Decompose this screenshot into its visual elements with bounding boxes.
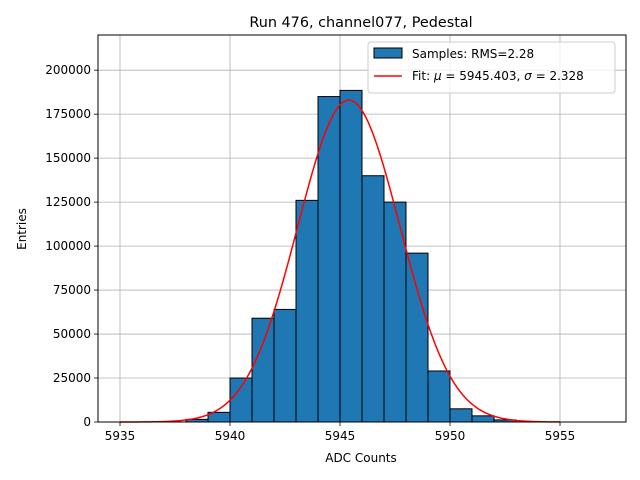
y-axis-label: Entries [15, 208, 29, 250]
y-tick-label: 125000 [45, 195, 91, 209]
histogram-bar [295, 199, 319, 423]
y-tick-label: 0 [83, 415, 91, 429]
axes [94, 34, 627, 426]
histogram-bar [273, 308, 297, 423]
y-tick-label: 50000 [53, 327, 91, 341]
y-tick-label: 25000 [53, 371, 91, 385]
histogram-bar [449, 408, 473, 423]
fit-curve-group [119, 99, 560, 423]
y-tick-label: 150000 [45, 151, 91, 165]
legend-fit-prefix: Fit: [412, 69, 434, 83]
histogram-bar [361, 175, 385, 423]
histogram-bar [251, 317, 275, 423]
legend-fit-label: Fit: μ = 5945.403, σ = 2.328 [412, 69, 584, 83]
plot-frame [97, 34, 627, 423]
histogram-bar [427, 370, 451, 423]
legend-box [367, 41, 616, 94]
x-tick-label: 5945 [325, 429, 356, 443]
legend-fit-mu-symbol: μ [433, 69, 442, 83]
histogram-bar [229, 377, 253, 423]
histogram-bar [471, 415, 495, 423]
histogram-bar [339, 89, 363, 423]
legend-samples-swatch [373, 47, 403, 59]
x-tick-label: 5955 [545, 429, 576, 443]
legend: Samples: RMS=2.28 Fit: μ = 5945.403, σ =… [367, 41, 616, 94]
histogram-bars [185, 89, 517, 423]
legend-fit-sigma-value: = 2.328 [532, 69, 584, 83]
y-tick-label: 75000 [53, 283, 91, 297]
legend-samples-label: Samples: RMS=2.28 [412, 47, 534, 61]
x-axis-label: ADC Counts [325, 451, 397, 465]
legend-fit-mu-value: = 5945.403, [442, 69, 525, 83]
x-tick-label: 5950 [435, 429, 466, 443]
tick-labels: 5935 5940 5945 5950 5955 0 25000 50000 75000 1000… [45, 63, 575, 443]
fit-curve [119, 99, 560, 423]
histogram-bar [405, 252, 429, 423]
x-tick-label: 5940 [215, 429, 246, 443]
y-tick-label: 200000 [45, 63, 91, 77]
x-tick-label: 5935 [105, 429, 136, 443]
y-tick-label: 175000 [45, 107, 91, 121]
y-tick-label: 100000 [45, 239, 91, 253]
legend-fit-sigma-symbol: σ [524, 69, 532, 83]
chart-title: Run 476, channel077, Pedestal [249, 15, 472, 31]
